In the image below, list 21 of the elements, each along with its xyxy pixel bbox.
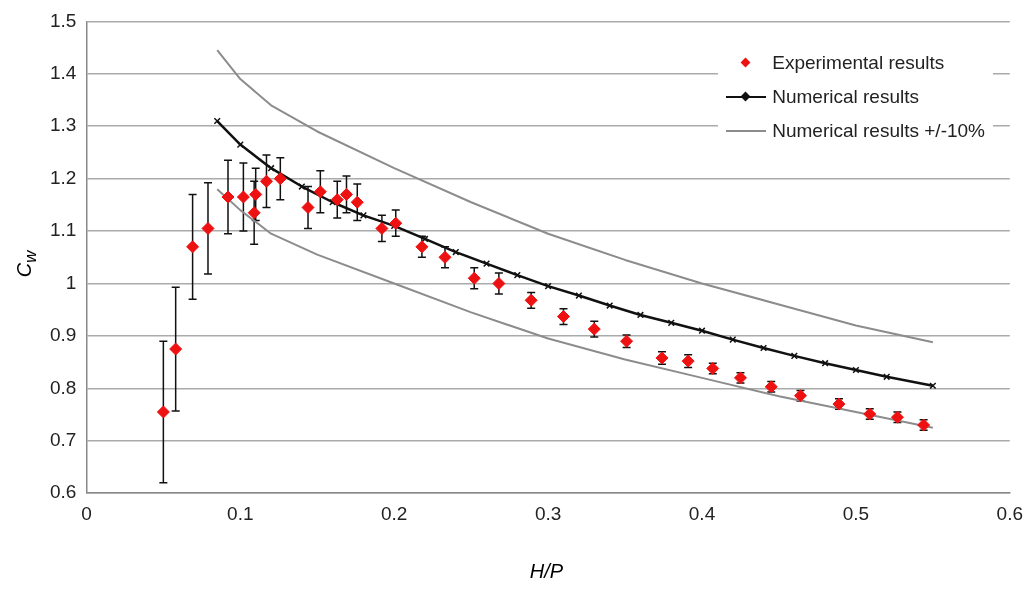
legend-label: Numerical results: [772, 86, 919, 108]
y-tick-label: 1.4: [49, 62, 77, 84]
y-tick-label: 1: [65, 271, 77, 293]
legend-label: Experimental results: [772, 52, 945, 74]
x-tick-label: 0.3: [534, 502, 562, 524]
x-tick-label: 0.2: [381, 502, 408, 524]
y-tick-label: 0.9: [49, 324, 77, 346]
x-tick-label: 0: [81, 502, 92, 524]
y-tick-label: 1.2: [49, 166, 77, 188]
y-tick-label: 0.6: [49, 481, 77, 503]
y-tick-label: 1.1: [49, 219, 77, 241]
y-tick-label: 0.7: [49, 429, 77, 451]
x-tick-label: 0.1: [227, 502, 254, 524]
y-tick-label: 1.3: [49, 114, 77, 136]
y-tick-label: 1.5: [49, 9, 77, 31]
x-tick-label: 0.6: [996, 502, 1023, 524]
x-tick-label: 0.5: [842, 502, 870, 524]
y-tick-label: 0.8: [49, 376, 77, 398]
legend-label: Numerical results +/-10%: [772, 120, 985, 142]
x-tick-label: 0.4: [688, 502, 716, 524]
x-axis-title: H/P: [528, 560, 565, 583]
